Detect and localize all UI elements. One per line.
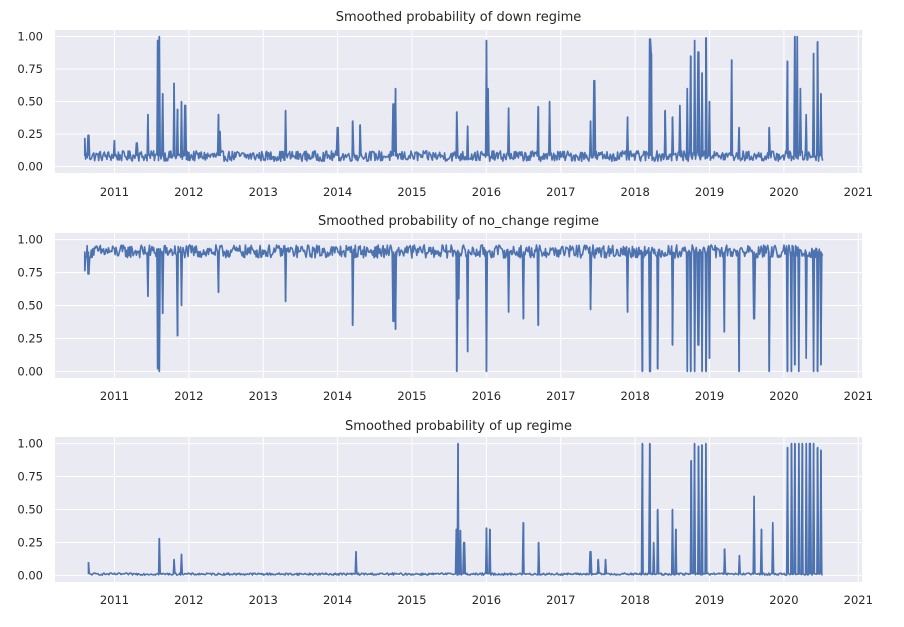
y-tick-label: 0.75 xyxy=(17,266,43,280)
x-tick-label: 2013 xyxy=(249,389,278,403)
x-tick-label: 2019 xyxy=(695,593,724,607)
x-tick-label: 2017 xyxy=(546,389,575,403)
x-tick-label: 2014 xyxy=(323,593,352,607)
y-tick-label: 0.25 xyxy=(17,535,43,549)
chart-title: Smoothed probability of down regime xyxy=(336,10,582,25)
x-tick-label: 2021 xyxy=(844,185,873,199)
subplot-1: Smoothed probability of down regime 0.00 0… xyxy=(17,10,873,199)
x-tick-label: 2016 xyxy=(472,389,501,403)
subplot-3: Smoothed probability of up regime 0.00 0.2… xyxy=(17,419,873,607)
y-tick-label: 0.75 xyxy=(17,470,43,484)
series-line-no_change xyxy=(84,244,824,373)
series-line-down xyxy=(84,35,824,163)
x-tick-label: 2018 xyxy=(621,389,650,403)
x-tick-label: 2011 xyxy=(100,389,129,403)
x-tick-label: 2017 xyxy=(546,185,575,199)
x-tick-label: 2021 xyxy=(844,389,873,403)
chart-title: Smoothed probability of up regime xyxy=(345,419,572,434)
x-tick-label: 2012 xyxy=(174,389,203,403)
x-tick-label: 2018 xyxy=(621,593,650,607)
y-tick-label: 1.00 xyxy=(17,30,43,44)
x-tick-label: 2015 xyxy=(397,389,426,403)
y-tick-label: 1.00 xyxy=(17,233,43,247)
x-tick-label: 2011 xyxy=(100,593,129,607)
y-tick-label: 0.00 xyxy=(17,364,43,378)
y-tick-label: 0.25 xyxy=(17,331,43,345)
y-tick-label: 0.00 xyxy=(17,160,43,174)
y-tick-label: 0.00 xyxy=(17,568,43,582)
x-tick-label: 2016 xyxy=(472,593,501,607)
x-tick-label: 2013 xyxy=(249,593,278,607)
x-tick-label: 2016 xyxy=(472,185,501,199)
x-tick-label: 2017 xyxy=(546,593,575,607)
x-tick-label: 2019 xyxy=(695,389,724,403)
chart-title: Smoothed probability of no_change regime xyxy=(318,214,599,229)
x-tick-label: 2014 xyxy=(323,185,352,199)
y-tick-label: 1.00 xyxy=(17,437,43,451)
y-tick-label: 0.50 xyxy=(17,503,43,517)
subplot-2: Smoothed probability of no_change regime… xyxy=(17,214,873,403)
x-tick-label: 2015 xyxy=(397,593,426,607)
y-tick-label: 0.50 xyxy=(17,95,43,109)
x-tick-label: 2020 xyxy=(769,389,798,403)
x-tick-label: 2014 xyxy=(323,389,352,403)
x-tick-label: 2013 xyxy=(249,185,278,199)
x-tick-label: 2020 xyxy=(769,593,798,607)
y-tick-label: 0.25 xyxy=(17,127,43,141)
x-tick-label: 2012 xyxy=(174,593,203,607)
x-tick-label: 2019 xyxy=(695,185,724,199)
x-tick-label: 2011 xyxy=(100,185,129,199)
x-tick-label: 2021 xyxy=(844,593,873,607)
y-tick-label: 0.50 xyxy=(17,299,43,313)
series-line-up xyxy=(87,442,823,576)
y-tick-label: 0.75 xyxy=(17,62,43,76)
x-tick-label: 2020 xyxy=(769,185,798,199)
x-tick-label: 2012 xyxy=(174,185,203,199)
x-tick-label: 2018 xyxy=(621,185,650,199)
x-tick-label: 2015 xyxy=(397,185,426,199)
